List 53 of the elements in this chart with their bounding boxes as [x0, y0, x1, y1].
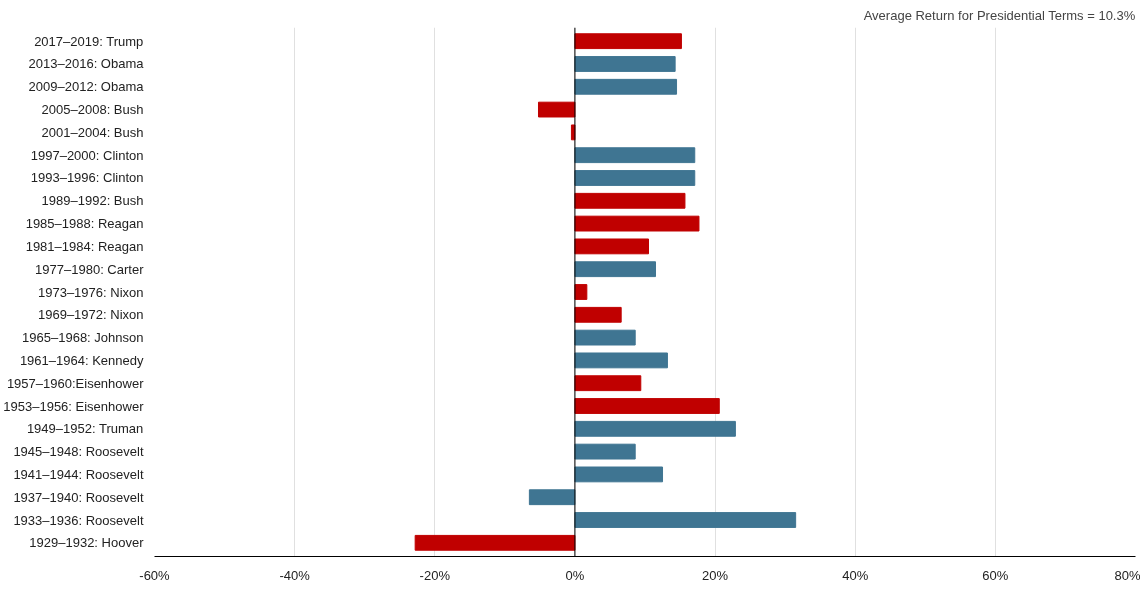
x-tick-label: 0% [565, 567, 585, 583]
bar [574, 420, 736, 437]
x-tick-label: 20% [702, 567, 729, 583]
bar [574, 375, 642, 392]
bar [574, 306, 622, 323]
y-tick-label: 1949–1952: Truman [26, 421, 144, 437]
bar [574, 466, 664, 483]
bar [574, 170, 696, 186]
x-tick-label: -40% [279, 567, 311, 583]
x-tick-label: -20% [419, 567, 451, 583]
y-tick-label: 2001–2004: Bush [41, 124, 144, 140]
y-tick-label: 1961–1964: Kennedy [19, 352, 144, 368]
bar [574, 443, 636, 460]
bar [574, 512, 797, 528]
x-tick-label: 60% [982, 567, 1009, 583]
y-tick-label: 2017–2019: Trump [34, 33, 144, 49]
y-tick-label: 1985–1988: Reagan [25, 216, 144, 232]
y-tick-label: 1937–1940: Roosevelt [13, 489, 144, 505]
y-tick-label: 1929–1932: Hoover [29, 535, 145, 551]
bar [574, 261, 657, 278]
y-tick-label: 1969–1972: Nixon [37, 307, 144, 323]
bar [574, 147, 696, 164]
bar [574, 192, 686, 209]
bar [528, 489, 576, 506]
y-tick-label: 1973–1976: Nixon [37, 284, 144, 300]
y-tick-label: 1981–1984: Reagan [25, 238, 144, 254]
y-tick-label: 2013–2016: Obama [28, 56, 145, 72]
y-tick-label: 1977–1980: Carter [35, 261, 145, 277]
y-tick-label: 1965–1968: Johnson [22, 330, 144, 346]
y-tick-label: 1933–1936: Roosevelt [13, 512, 144, 528]
bar [574, 238, 649, 255]
x-tick-label: -60% [139, 567, 171, 583]
x-tick-label: 40% [842, 567, 869, 583]
bar [574, 352, 668, 369]
bar [537, 101, 576, 118]
bar [574, 33, 682, 50]
y-tick-label: 1945–1948: Roosevelt [13, 444, 144, 460]
y-tick-label: 1957–1960:Eisenhower [6, 375, 145, 391]
x-tick-label: 80% [1114, 567, 1141, 583]
y-tick-label: 1993–1996: Clinton [30, 170, 144, 186]
bar [574, 78, 678, 95]
text: Average Return for Presidential Terms = 10.3% [863, 7, 1136, 23]
bar [574, 56, 676, 72]
y-tick-label: 2009–2012: Obama [28, 79, 145, 95]
bar [574, 398, 720, 414]
bar [414, 534, 576, 551]
y-tick-label: 1997–2000: Clinton [30, 147, 144, 163]
y-tick-label: 1941–1944: Roosevelt [13, 466, 144, 482]
bar [574, 215, 700, 232]
y-tick-label: 2005–2008: Bush [41, 102, 144, 118]
y-tick-label: 1953–1956: Eisenhower [3, 398, 145, 414]
bar [574, 329, 636, 346]
y-tick-label: 1989–1992: Bush [41, 193, 144, 209]
